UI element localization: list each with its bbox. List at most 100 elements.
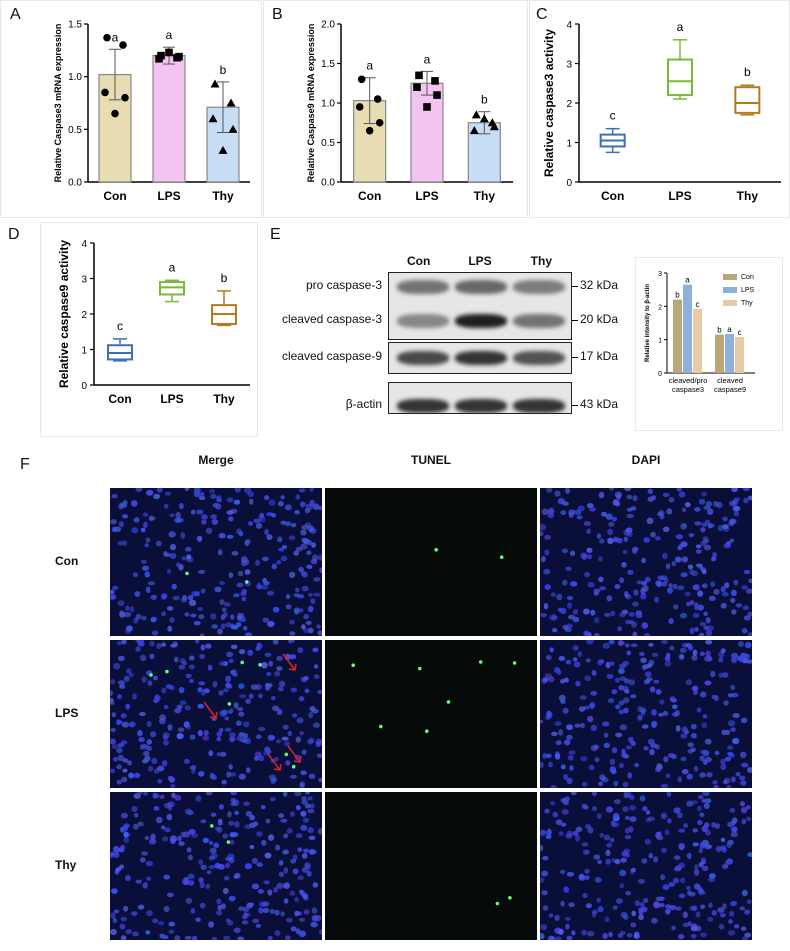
nucleus xyxy=(272,777,278,783)
nucleus xyxy=(644,633,651,636)
red-arrow-icon xyxy=(287,745,301,763)
nucleus xyxy=(587,930,595,937)
nucleus xyxy=(558,831,564,836)
y-tick-label: 2.0 xyxy=(321,20,335,31)
nucleus xyxy=(630,643,638,648)
nucleus xyxy=(694,864,699,871)
nucleus xyxy=(621,752,628,758)
nucleus xyxy=(712,780,718,785)
nucleus xyxy=(197,729,203,737)
nucleus xyxy=(604,612,611,617)
nucleus xyxy=(699,621,707,627)
nucleus xyxy=(746,659,752,664)
nucleus xyxy=(550,801,555,806)
nucleus xyxy=(684,591,691,597)
nucleus xyxy=(568,902,575,908)
bar-thy xyxy=(693,309,702,373)
nucleus xyxy=(214,586,222,593)
nucleus xyxy=(140,527,146,533)
nucleus xyxy=(675,906,682,911)
nucleus xyxy=(116,764,122,770)
nucleus xyxy=(609,766,617,773)
nucleus xyxy=(125,703,130,710)
nucleus xyxy=(613,812,620,819)
nucleus xyxy=(729,910,735,917)
nucleus xyxy=(547,935,555,940)
nucleus xyxy=(202,735,210,741)
tunel-positive-cell xyxy=(508,896,512,900)
nucleus xyxy=(668,618,674,625)
data-point xyxy=(365,126,374,135)
nucleus xyxy=(113,526,122,533)
nucleus xyxy=(311,907,318,914)
nucleus xyxy=(142,759,148,764)
nucleus xyxy=(550,592,556,597)
nucleus xyxy=(638,914,644,921)
nucleus xyxy=(274,909,280,916)
nucleus xyxy=(686,852,692,860)
data-point xyxy=(175,52,183,61)
nucleus xyxy=(575,826,583,833)
nucleus xyxy=(304,508,311,514)
data-point xyxy=(433,91,441,99)
nucleus xyxy=(177,727,185,732)
nucleus xyxy=(606,842,612,848)
x-tick-label: LPS xyxy=(160,392,183,406)
nucleus xyxy=(195,917,201,922)
nucleus xyxy=(185,897,193,904)
nucleus xyxy=(301,624,306,630)
nucleus xyxy=(614,799,621,804)
nucleus xyxy=(649,748,655,756)
nucleus xyxy=(198,681,206,686)
nucleus xyxy=(646,517,654,525)
y-axis-label: Relative Caspase9 mRNA expression xyxy=(306,24,316,183)
nucleus xyxy=(678,828,686,833)
nucleus xyxy=(316,753,322,758)
nucleus xyxy=(727,745,734,750)
nucleus xyxy=(162,735,169,741)
nucleus xyxy=(692,612,700,618)
nucleus xyxy=(120,916,127,922)
nucleus xyxy=(556,670,562,675)
nucleus xyxy=(694,521,702,526)
nucleus xyxy=(694,627,699,632)
nucleus xyxy=(584,571,591,578)
nucleus xyxy=(210,812,217,817)
nucleus xyxy=(190,509,196,515)
nucleus xyxy=(297,647,304,654)
nucleus xyxy=(217,628,223,635)
nucleus xyxy=(623,915,629,920)
nucleus xyxy=(720,602,727,609)
nucleus xyxy=(201,690,206,696)
nucleus xyxy=(741,818,746,825)
blot-band xyxy=(455,280,507,294)
tunel-positive-cell xyxy=(351,663,355,667)
nucleus xyxy=(185,546,192,552)
legend-swatch-lps xyxy=(723,287,737,293)
y-tick-label: 2 xyxy=(658,304,662,311)
nucleus xyxy=(123,831,129,838)
nucleus xyxy=(225,862,230,869)
nucleus xyxy=(599,774,606,781)
nucleus xyxy=(228,764,233,770)
nucleus xyxy=(713,784,719,788)
nucleus xyxy=(547,828,552,835)
nucleus xyxy=(720,837,726,843)
nucleus xyxy=(277,686,284,692)
nucleus xyxy=(718,657,724,663)
red-arrow-head-icon xyxy=(209,711,218,719)
nucleus xyxy=(642,898,649,903)
nucleus xyxy=(121,776,128,783)
blot-row-label: cleaved caspase-3 xyxy=(281,312,382,326)
nucleus xyxy=(258,755,265,762)
nucleus xyxy=(305,792,310,795)
nucleus xyxy=(593,588,601,594)
nucleus xyxy=(643,679,651,685)
nucleus xyxy=(678,844,685,851)
nucleus xyxy=(619,762,624,769)
tunel-positive-cell xyxy=(478,660,483,664)
nucleus xyxy=(176,704,183,709)
nucleus xyxy=(178,686,185,694)
nucleus xyxy=(541,870,549,877)
y-tick-label: 3 xyxy=(81,275,87,286)
